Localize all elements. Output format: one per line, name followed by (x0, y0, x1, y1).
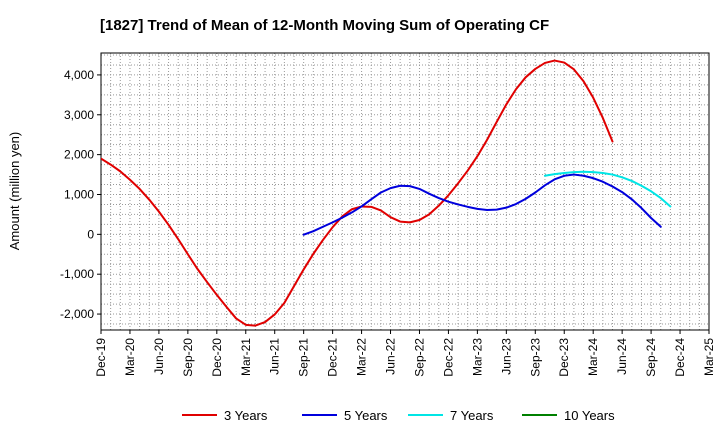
plot-area: -2,000 -1,000 0 1,000 2,000 3,000 4,000 Dec-19 M… (60, 52, 716, 377)
x-tick-label: Jun-20 (152, 338, 166, 375)
series-line-7-years (543, 170, 672, 208)
x-tick-label: Sep-20 (181, 338, 195, 377)
plot-frame (100, 52, 710, 331)
x-tick-label: Sep-23 (528, 338, 542, 377)
x-tick-label: Dec-24 (673, 338, 687, 377)
x-tick-label: Sep-21 (297, 338, 311, 377)
x-tick-label: Mar-24 (586, 338, 600, 376)
x-tick-label: Dec-19 (94, 338, 108, 377)
y-tick-label: 2,000 (64, 148, 94, 162)
y-tick-label: 3,000 (64, 108, 94, 122)
legend-label-5-years: 5 Years (344, 408, 388, 423)
x-tick-label: Mar-23 (470, 338, 484, 376)
x-tick-label: Jun-22 (384, 338, 398, 375)
y-tick-label: -2,000 (60, 307, 94, 321)
legend-label-10-years: 10 Years (564, 408, 615, 423)
y-tick-label: 0 (87, 227, 94, 241)
x-tick-label: Jun-24 (615, 338, 629, 375)
chart-title: [1827] Trend of Mean of 12-Month Moving … (100, 17, 549, 34)
x-tick-label: Jun-21 (268, 338, 282, 375)
legend-label-7-years: 7 Years (450, 408, 494, 423)
legend-label-3-years: 3 Years (224, 408, 268, 423)
series-line-5-years (302, 173, 662, 236)
x-tick-label: Mar-20 (123, 338, 137, 376)
x-tick-label: Mar-21 (239, 338, 253, 376)
x-tick-label: Mar-25 (702, 338, 716, 376)
x-tick-label: Dec-23 (557, 338, 571, 377)
y-tick-label: 4,000 (64, 68, 94, 82)
y-tick-label: -1,000 (60, 267, 94, 281)
x-tick-label: Dec-22 (441, 338, 455, 377)
x-tick-label: Sep-24 (644, 338, 658, 377)
y-axis-label: Amount (million yen) (7, 132, 22, 251)
x-tick-label: Mar-22 (355, 338, 369, 376)
x-tick-label: Sep-22 (412, 338, 426, 377)
x-tick-label: Jun-23 (499, 338, 513, 375)
legend: 3 Years 5 Years 7 Years 10 Years (182, 408, 615, 423)
x-tick-label: Dec-20 (210, 338, 224, 377)
y-tick-label: 1,000 (64, 187, 94, 201)
x-tick-label: Dec-21 (326, 338, 340, 377)
series-line-3-years (101, 59, 614, 327)
